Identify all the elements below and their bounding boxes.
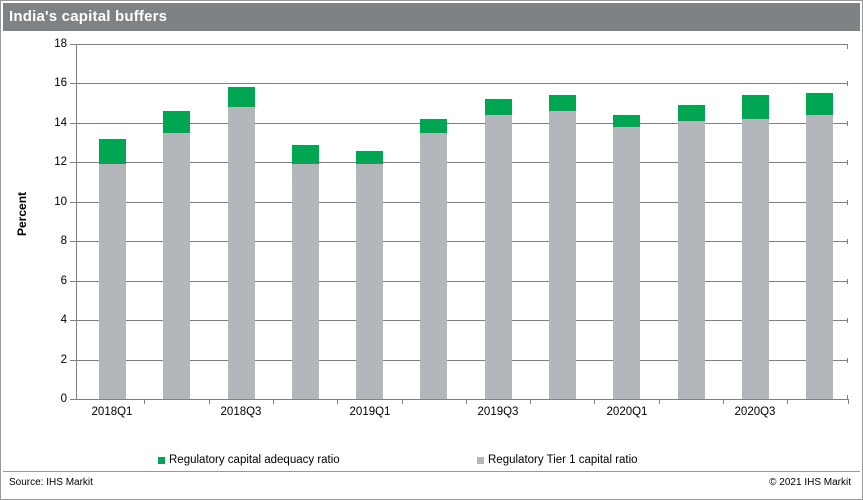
bar-segment-adequacy — [356, 151, 383, 164]
gridline — [76, 162, 848, 163]
x-axis-tick — [337, 399, 338, 404]
y-tick-label: 14 — [54, 117, 67, 129]
gridline — [76, 44, 848, 45]
bar-segment-adequacy — [806, 93, 833, 115]
bar-segment-tier1 — [356, 164, 383, 399]
chart-title-bar: India's capital buffers — [3, 3, 860, 31]
bar-segment-adequacy — [485, 99, 512, 115]
y-tick-label: 12 — [54, 156, 67, 168]
legend-label-tier1: Regulatory Tier 1 capital ratio — [488, 454, 638, 466]
bar-segment-tier1 — [99, 164, 126, 399]
bar-segment-tier1 — [485, 115, 512, 399]
y-axis-tick — [70, 241, 76, 242]
y-tick-label: 18 — [54, 38, 67, 50]
x-axis-tick — [530, 399, 531, 404]
legend-swatch-adequacy-icon — [158, 456, 165, 464]
bar-segment-tier1 — [742, 119, 769, 399]
y-tick-label: 8 — [60, 235, 67, 247]
y-tick-label: 0 — [60, 393, 67, 405]
bar-segment-adequacy — [292, 145, 319, 164]
legend-swatch-tier1-icon — [477, 456, 484, 464]
y-axis-right-tick — [847, 395, 848, 400]
y-axis-right-tick — [847, 318, 848, 323]
source-text: Source: IHS Markit — [9, 477, 93, 488]
y-axis-tick — [70, 83, 76, 84]
x-axis-tick — [209, 399, 210, 404]
footer-divider — [3, 471, 860, 472]
bar-segment-tier1 — [228, 107, 255, 399]
bar-segment-tier1 — [163, 133, 190, 399]
bar-segment-adequacy — [549, 95, 576, 111]
y-axis-right-tick — [847, 200, 848, 205]
bar-segment-adequacy — [678, 105, 705, 121]
bar-segment-adequacy — [742, 95, 769, 119]
chart-title: India's capital buffers — [9, 8, 168, 25]
x-tick-label: 2018Q1 — [91, 406, 133, 418]
y-axis-right-tick — [847, 121, 848, 126]
y-axis-tick — [70, 360, 76, 361]
bar-segment-adequacy — [99, 139, 126, 164]
x-tick-label: 2019Q3 — [477, 406, 519, 418]
gridline — [76, 241, 848, 242]
x-tick-label: 2020Q1 — [606, 406, 648, 418]
y-tick-label: 6 — [60, 275, 67, 287]
gridline — [76, 360, 848, 361]
y-axis-line — [76, 44, 77, 399]
bar-segment-adequacy — [613, 115, 640, 127]
y-axis-right-tick — [847, 239, 848, 244]
y-axis-right-tick — [847, 44, 848, 49]
y-axis-tick — [70, 44, 76, 45]
y-axis-tick — [70, 162, 76, 163]
bar-segment-adequacy — [228, 87, 255, 107]
gridline — [76, 202, 848, 203]
y-axis-right-tick — [847, 160, 848, 165]
gridline — [76, 399, 848, 400]
gridline — [76, 83, 848, 84]
gridline — [76, 123, 848, 124]
copyright-text: © 2021 IHS Markit — [769, 477, 851, 488]
y-tick-label: 10 — [54, 196, 67, 208]
bar-segment-tier1 — [613, 127, 640, 399]
y-tick-label: 2 — [60, 354, 67, 366]
y-axis-right-tick — [847, 358, 848, 363]
legend-label-adequacy: Regulatory capital adequacy ratio — [169, 454, 340, 466]
x-tick-label: 2020Q3 — [734, 406, 776, 418]
legend-item-tier1: Regulatory Tier 1 capital ratio — [477, 453, 638, 467]
y-axis-tick — [70, 281, 76, 282]
x-axis-tick — [787, 399, 788, 404]
x-tick-label: 2018Q3 — [220, 406, 262, 418]
bar-segment-tier1 — [292, 164, 319, 399]
y-axis-right-tick — [847, 279, 848, 284]
y-axis-tick — [70, 202, 76, 203]
y-axis-right-tick — [847, 81, 848, 86]
y-tick-label: 16 — [54, 77, 67, 89]
bar-segment-tier1 — [420, 133, 447, 399]
y-tick-label: 4 — [60, 314, 67, 326]
x-axis-tick — [402, 399, 403, 404]
gridline — [76, 281, 848, 282]
x-axis-tick — [848, 399, 849, 404]
bar-segment-adequacy — [420, 119, 447, 133]
gridline — [76, 320, 848, 321]
y-axis-tick — [70, 123, 76, 124]
x-axis-tick — [273, 399, 274, 404]
y-axis-tick — [70, 320, 76, 321]
y-axis-tick — [70, 399, 76, 400]
bar-segment-tier1 — [678, 121, 705, 399]
x-axis-tick — [466, 399, 467, 404]
x-axis-tick — [723, 399, 724, 404]
bar-segment-tier1 — [806, 115, 833, 399]
bar-segment-tier1 — [549, 111, 576, 399]
x-axis-tick — [144, 399, 145, 404]
x-tick-label: 2019Q1 — [349, 406, 391, 418]
legend-item-adequacy: Regulatory capital adequacy ratio — [158, 453, 340, 467]
bar-segment-adequacy — [163, 111, 190, 133]
x-axis-tick — [659, 399, 660, 404]
x-axis-tick — [594, 399, 595, 404]
